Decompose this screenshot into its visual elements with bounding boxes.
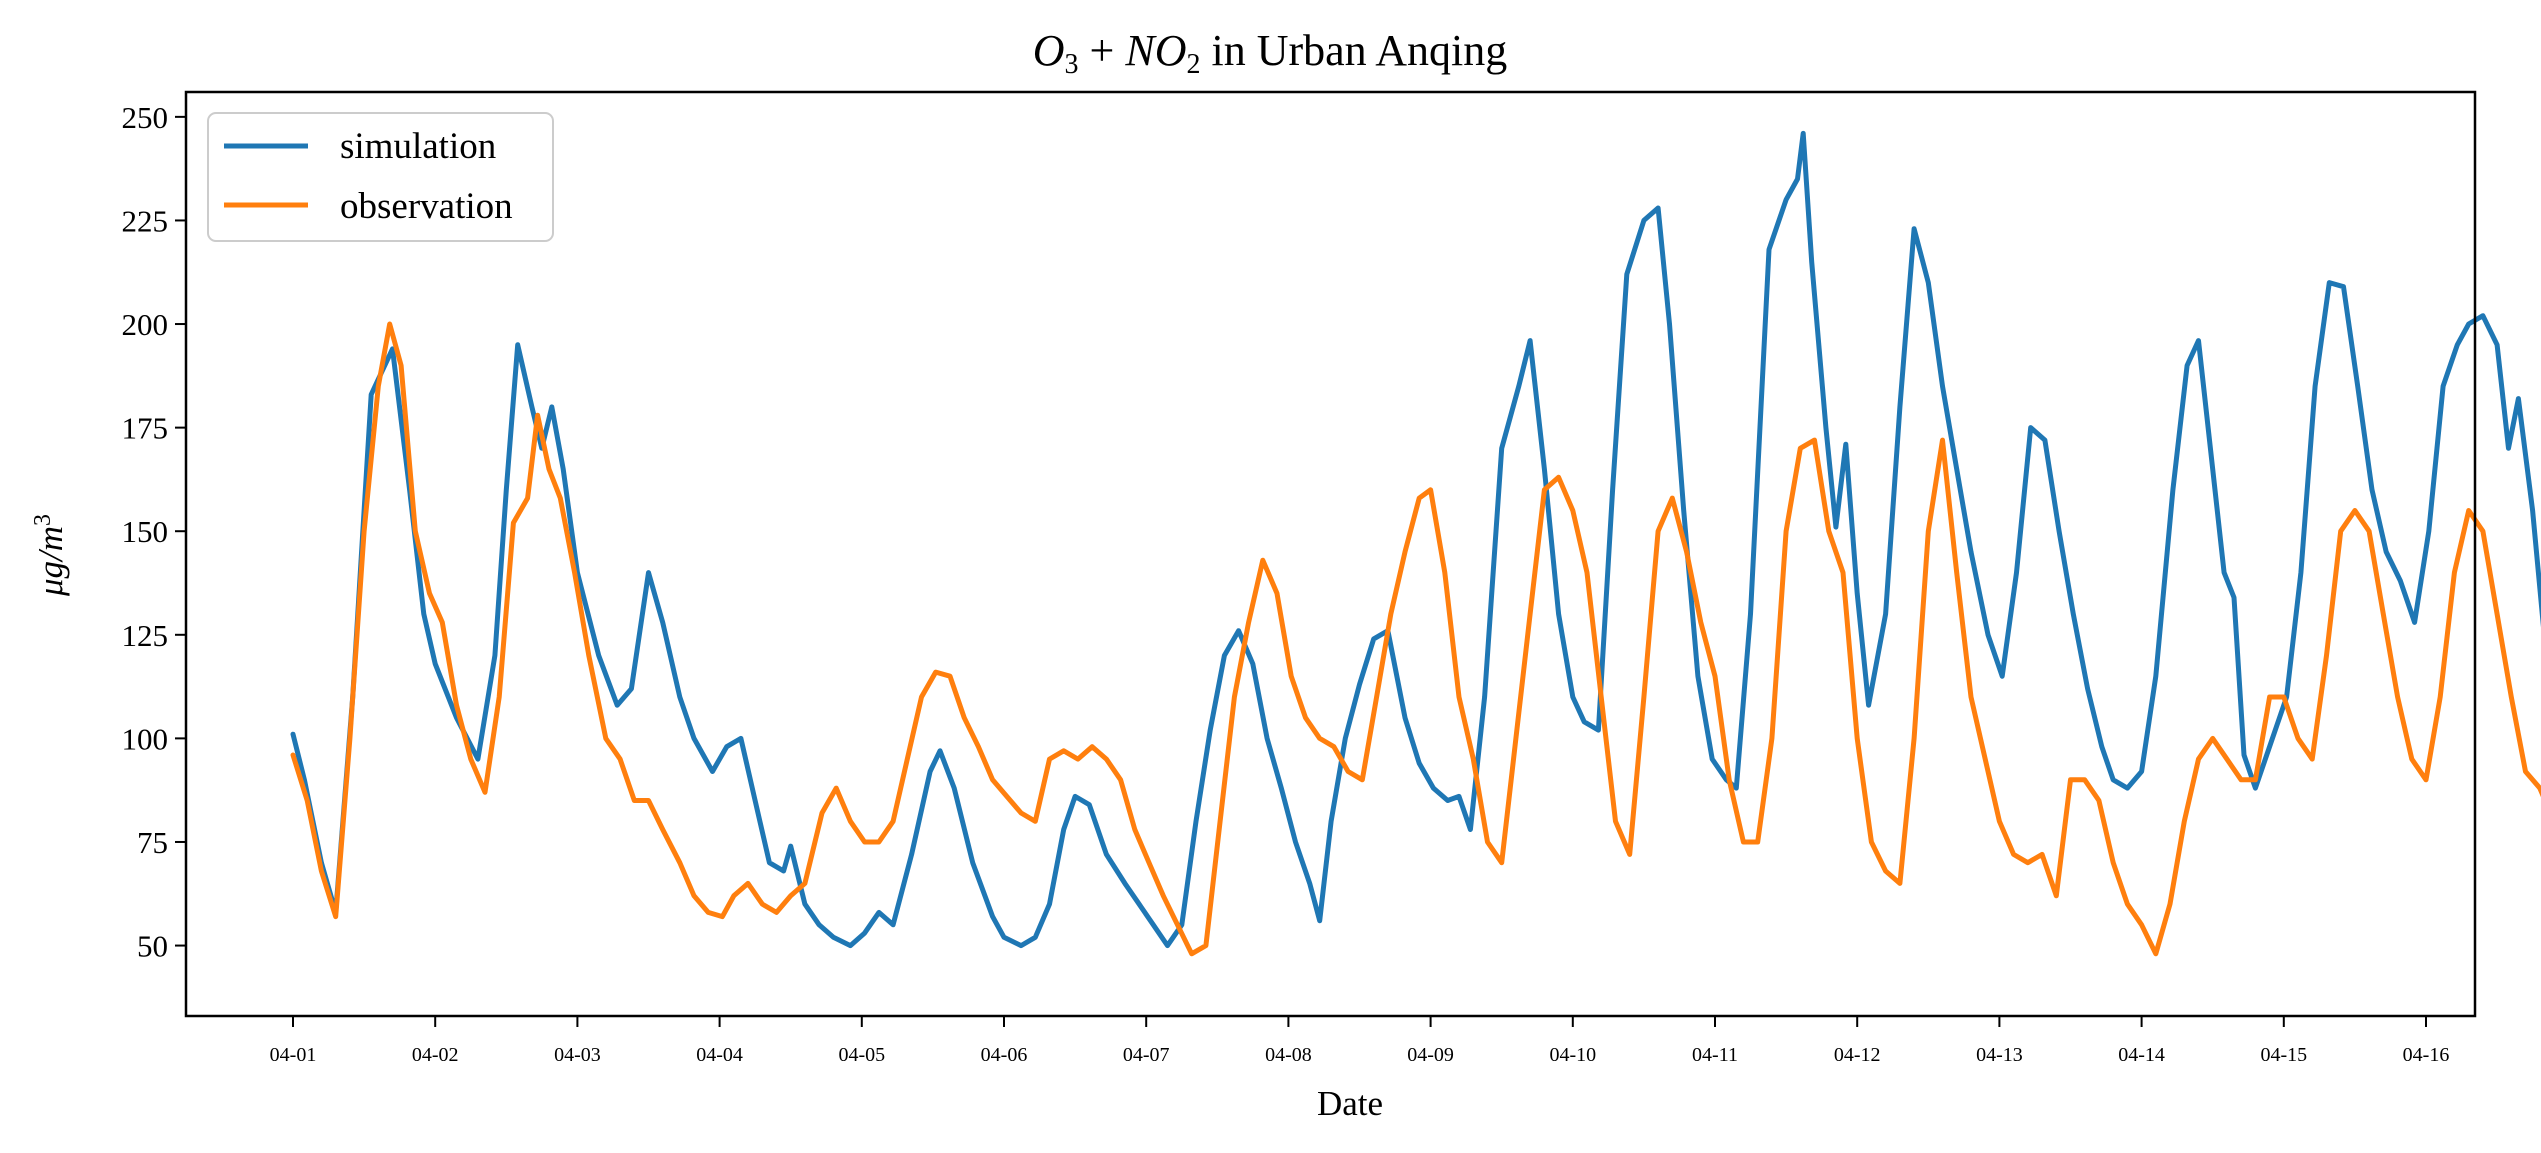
legend-label-simulation: simulation [340, 126, 496, 167]
y-axis-label: μg/m3 [30, 514, 70, 597]
title-no-sub: 2 [1186, 49, 1200, 80]
chart-title: O3 + NO2 in Urban Anqing [1033, 26, 1508, 80]
title-rest: in Urban Anqing [1200, 26, 1507, 75]
y-tick-label: 175 [122, 411, 169, 446]
x-axis-label: Date [1317, 1084, 1383, 1123]
x-tick-label: 04-09 [1407, 1044, 1454, 1066]
x-tick-label: 04-02 [412, 1044, 459, 1066]
y-tick-label: 250 [122, 100, 169, 135]
x-tick-label: 04-06 [981, 1044, 1028, 1066]
legend: simulation observation [207, 112, 554, 242]
series-line-observation [290, 321, 2541, 957]
y-tick-label: 150 [122, 514, 169, 549]
y-tick-label: 125 [122, 618, 169, 653]
x-tick-label: 04-16 [2403, 1044, 2450, 1066]
plot-frame [184, 90, 2477, 1018]
legend-label-observation: observation [340, 186, 513, 227]
x-tick-label: 04-05 [838, 1044, 885, 1066]
x-tick-label: 04-10 [1549, 1044, 1596, 1066]
series-layer [290, 130, 2541, 957]
x-tick-label: 04-12 [1834, 1044, 1881, 1066]
title-o-sub: 3 [1065, 49, 1079, 80]
x-tick-label: 04-15 [2260, 1044, 2307, 1066]
x-tick-label: 04-07 [1123, 1044, 1170, 1066]
title-plus: + [1079, 26, 1126, 75]
y-ticks: 50 75 100 125 150 175 200 225 250 [122, 100, 186, 964]
title-no: NO [1124, 26, 1186, 75]
y-tick-label: 200 [122, 307, 169, 342]
x-tick-label: 04-01 [270, 1044, 317, 1066]
x-tick-label: 04-04 [696, 1044, 743, 1066]
y-axis-label-main: μg/m [31, 526, 70, 597]
y-tick-label: 50 [137, 929, 168, 964]
x-tick-label: 04-13 [1976, 1044, 2023, 1066]
x-ticks: 04-01 04-02 04-03 04-04 04-05 04-06 04-07 04-08… [270, 1016, 2450, 1066]
y-tick-label: 225 [122, 203, 169, 238]
series-line-simulation [290, 130, 2541, 949]
x-tick-label: 04-03 [554, 1044, 601, 1066]
x-tick-label: 04-08 [1265, 1044, 1312, 1066]
x-tick-label: 04-14 [2118, 1044, 2165, 1066]
y-tick-label: 100 [122, 721, 169, 756]
y-tick-label: 75 [137, 825, 168, 860]
title-o: O [1033, 26, 1065, 75]
x-tick-label: 04-11 [1692, 1044, 1738, 1066]
y-axis-label-sup: 3 [30, 514, 56, 526]
